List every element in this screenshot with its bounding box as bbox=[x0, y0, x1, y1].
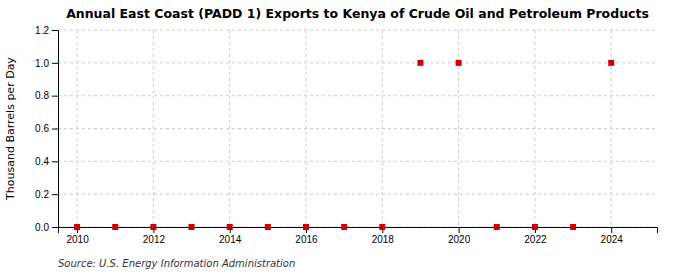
tick-mark bbox=[459, 227, 460, 233]
point bbox=[265, 224, 271, 230]
point bbox=[341, 224, 347, 230]
grid-line bbox=[58, 161, 657, 162]
x-axis: 2010 2012 2014 2016 2018 2020 2022 2024 bbox=[59, 227, 658, 245]
tick-label: 2014 bbox=[219, 234, 242, 245]
tick: 0.2 bbox=[35, 189, 58, 200]
tick-label: 0.0 bbox=[35, 222, 49, 233]
tick-mark bbox=[52, 129, 58, 130]
point bbox=[112, 224, 118, 230]
y-axis: 0.0 0.2 0.4 0.6 0.8 1.0 1.2 bbox=[35, 25, 58, 233]
grid-line bbox=[58, 95, 657, 96]
point bbox=[303, 224, 309, 230]
grid-line bbox=[229, 30, 230, 227]
tick-label: 2010 bbox=[66, 234, 89, 245]
grid-line bbox=[58, 30, 657, 31]
grid bbox=[58, 30, 657, 227]
points bbox=[74, 60, 614, 230]
tick-mark bbox=[52, 161, 58, 162]
tick-label: 0.4 bbox=[35, 156, 49, 167]
tick-label: 2012 bbox=[143, 234, 166, 245]
tick: 2020 bbox=[448, 227, 471, 245]
point bbox=[456, 60, 462, 66]
point bbox=[570, 224, 576, 230]
grid-line bbox=[153, 30, 154, 227]
tick-label: 0.2 bbox=[35, 189, 49, 200]
tick-mark bbox=[52, 63, 58, 64]
tick-label: 0.6 bbox=[35, 123, 49, 134]
y-axis-title: Thousand Barrels per Day bbox=[4, 57, 17, 201]
point bbox=[227, 224, 233, 230]
tick-mark bbox=[52, 194, 58, 195]
point bbox=[189, 224, 195, 230]
tick-mark bbox=[52, 30, 58, 31]
tick-mark bbox=[611, 227, 612, 233]
grid-line bbox=[58, 128, 657, 129]
plot-area: 201020122014201620182020202220240.00.20.… bbox=[35, 25, 657, 245]
tick: 1.2 bbox=[35, 25, 58, 36]
axis-line bbox=[52, 31, 59, 228]
point bbox=[494, 224, 500, 230]
point bbox=[379, 224, 385, 230]
source-note: Source: U.S. Energy Information Administ… bbox=[58, 258, 295, 269]
grid-line bbox=[458, 30, 459, 227]
tick-label: 2020 bbox=[448, 234, 471, 245]
tick: 1.0 bbox=[35, 58, 58, 69]
grid-line bbox=[611, 30, 612, 227]
point bbox=[417, 60, 423, 66]
tick-label: 2016 bbox=[295, 234, 318, 245]
point bbox=[150, 224, 156, 230]
grid-line bbox=[534, 30, 535, 227]
tick: 0.4 bbox=[35, 156, 58, 167]
tick: 0.8 bbox=[35, 90, 58, 101]
tick: 0.6 bbox=[35, 123, 58, 134]
axis-line bbox=[59, 228, 658, 234]
tick-label: 0.8 bbox=[35, 90, 49, 101]
grid-line bbox=[305, 30, 306, 227]
tick-mark bbox=[52, 227, 58, 228]
tick-label: 2022 bbox=[524, 234, 547, 245]
tick: 0.0 bbox=[35, 222, 58, 233]
tick-label: 1.0 bbox=[35, 58, 49, 69]
point bbox=[608, 60, 614, 66]
grid-line bbox=[58, 194, 657, 195]
grid-line bbox=[77, 30, 78, 227]
chart: 201020122014201620182020202220240.00.20.… bbox=[0, 0, 675, 275]
grid-line bbox=[382, 30, 383, 227]
point bbox=[74, 224, 80, 230]
tick: 2024 bbox=[601, 227, 624, 245]
grid-line bbox=[58, 62, 657, 63]
point bbox=[532, 224, 538, 230]
tick-label: 1.2 bbox=[35, 25, 49, 36]
tick-label: 2018 bbox=[372, 234, 395, 245]
tick-mark bbox=[52, 96, 58, 97]
title: Annual East Coast (PADD 1) Exports to Ke… bbox=[66, 6, 649, 21]
tick-label: 2024 bbox=[601, 234, 624, 245]
